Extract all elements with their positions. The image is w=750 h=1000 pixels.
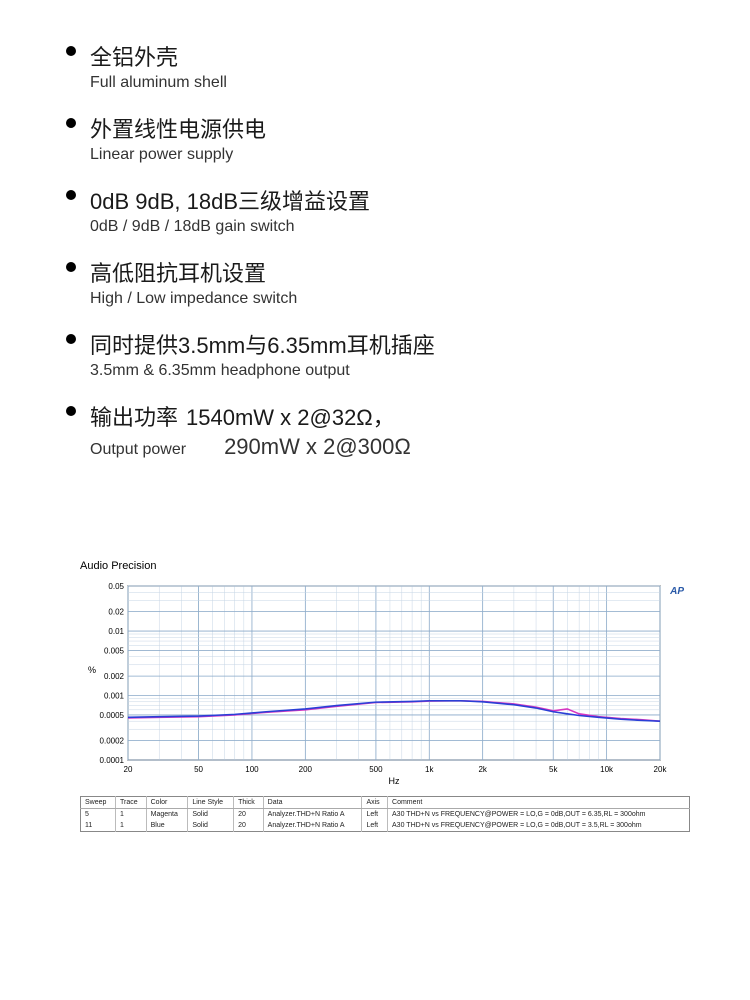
svg-text:500: 500 — [369, 765, 383, 774]
power-label-en: Output power — [90, 441, 186, 459]
svg-text:%: % — [88, 665, 96, 675]
svg-text:Hz: Hz — [389, 776, 400, 786]
svg-text:0.001: 0.001 — [104, 692, 125, 701]
feature-cn: 高低阻抗耳机设置 — [90, 256, 710, 288]
feature-en: 3.5mm & 6.35mm headphone output — [90, 362, 710, 380]
legend-table: SweepTraceColorLine StyleThickDataAxisCo… — [80, 796, 690, 832]
chart-container: 20 50 100 200 500 1k 2k 5k 10k 20k 0.0001 0.0002 0.0… — [80, 580, 690, 790]
feature-cn: 0dB 9dB, 18dB三级增益设置 — [90, 184, 710, 216]
svg-text:5k: 5k — [549, 765, 558, 774]
feature-list: 全铝外壳 Full aluminum shell 外置线性电源供电 Linear… — [0, 0, 750, 460]
svg-text:20k: 20k — [654, 765, 668, 774]
svg-text:20: 20 — [124, 765, 133, 774]
feature-cn: 全铝外壳 — [90, 40, 710, 72]
svg-text:200: 200 — [299, 765, 313, 774]
chart-title: Audio Precision — [80, 560, 690, 572]
bullet-icon — [66, 334, 76, 344]
svg-text:100: 100 — [245, 765, 259, 774]
feature-item: 0dB 9dB, 18dB三级增益设置 0dB / 9dB / 18dB gai… — [90, 184, 710, 236]
ap-watermark: AP — [670, 586, 684, 597]
chart-section: Audio Precision 20501002005001k2k5k10k20… — [0, 560, 750, 832]
feature-en: 0dB / 9dB / 18dB gain switch — [90, 218, 710, 236]
svg-text:1k: 1k — [425, 765, 434, 774]
feature-item-power: 输出功率 1540mW x 2@32Ω， Output power 290mW … — [90, 400, 710, 460]
svg-text:0.02: 0.02 — [108, 608, 124, 617]
feature-en: High / Low impedance switch — [90, 290, 710, 308]
svg-text:2k: 2k — [478, 765, 487, 774]
feature-item: 外置线性电源供电 Linear power supply — [90, 112, 710, 164]
bullet-icon — [66, 262, 76, 272]
svg-text:0.0005: 0.0005 — [100, 711, 125, 720]
bullet-icon — [66, 46, 76, 56]
feature-en: Linear power supply — [90, 146, 710, 164]
bullet-icon — [66, 190, 76, 200]
feature-cn: 同时提供3.5mm与6.35mm耳机插座 — [90, 328, 710, 360]
svg-text:0.002: 0.002 — [104, 672, 125, 681]
bullet-icon — [66, 406, 76, 416]
svg-text:10k: 10k — [600, 765, 614, 774]
svg-text:0.0001: 0.0001 — [100, 756, 125, 765]
svg-text:0.0002: 0.0002 — [100, 737, 125, 746]
svg-text:0.01: 0.01 — [108, 627, 124, 636]
bullet-icon — [66, 118, 76, 128]
svg-text:50: 50 — [194, 765, 203, 774]
feature-item: 高低阻抗耳机设置 High / Low impedance switch — [90, 256, 710, 308]
thd-chart: 20 50 100 200 500 1k 2k 5k 10k 20k 0.0001 0.0002 0.0… — [80, 580, 670, 790]
feature-cn: 外置线性电源供电 — [90, 112, 710, 144]
feature-item: 全铝外壳 Full aluminum shell — [90, 40, 710, 92]
feature-en: Full aluminum shell — [90, 74, 710, 92]
feature-item: 同时提供3.5mm与6.35mm耳机插座 3.5mm & 6.35mm head… — [90, 328, 710, 380]
svg-text:0.005: 0.005 — [104, 646, 125, 655]
power-label-cn: 输出功率 — [90, 400, 178, 432]
power-value-2: 290mW x 2@300Ω — [224, 434, 411, 460]
power-value-1: 1540mW x 2@32Ω， — [186, 400, 395, 432]
svg-text:0.05: 0.05 — [108, 582, 124, 591]
